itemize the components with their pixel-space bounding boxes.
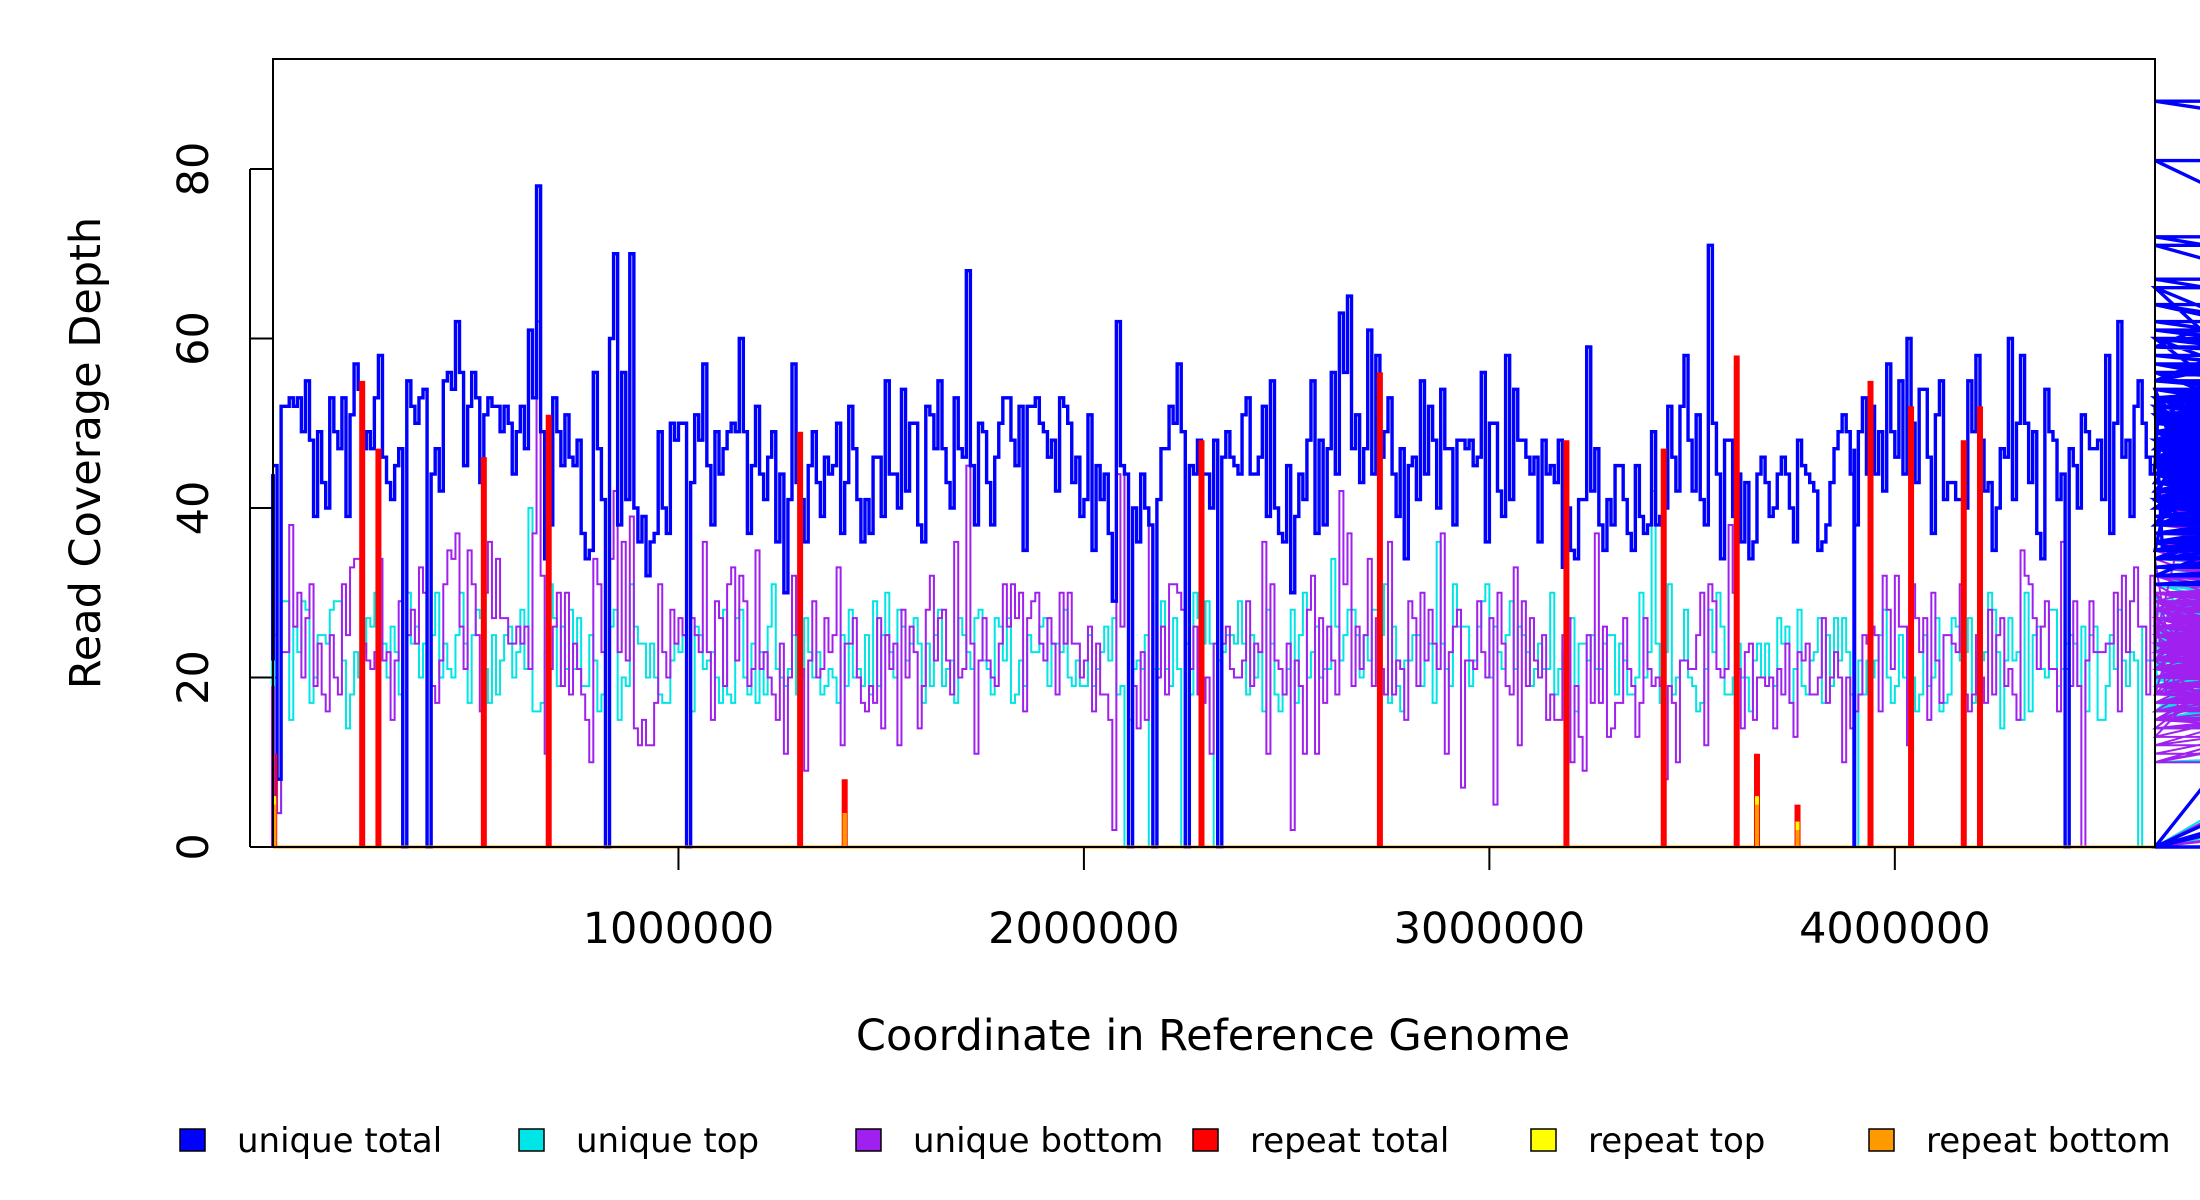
legend-swatch bbox=[1868, 1128, 1895, 1152]
y-tick-label: 80 bbox=[169, 142, 219, 197]
y-tick-label: 60 bbox=[169, 311, 219, 366]
legend-label: repeat top bbox=[1588, 1121, 1765, 1161]
legend-label: unique total bbox=[237, 1121, 442, 1161]
legend-label: unique top bbox=[576, 1121, 759, 1161]
x-tick-label: 3000000 bbox=[1394, 904, 1586, 954]
x-axis: 1000000 2000000 3000000 4000000 bbox=[583, 846, 1991, 954]
y-tick-label: 0 bbox=[169, 833, 219, 860]
y-axis-label: Read Coverage Depth bbox=[61, 217, 111, 689]
series-line-unique-bottom bbox=[273, 320, 2200, 848]
legend-swatch bbox=[1530, 1128, 1557, 1152]
series-line-unique-total bbox=[273, 99, 2200, 849]
legend-swatch bbox=[855, 1128, 882, 1152]
y-tick-label: 40 bbox=[169, 481, 219, 536]
y-tick-label: 20 bbox=[169, 650, 219, 705]
legend-swatch bbox=[518, 1128, 545, 1152]
legend-label: repeat total bbox=[1250, 1121, 1449, 1161]
legend-label: unique bottom bbox=[913, 1121, 1163, 1161]
x-tick-label: 4000000 bbox=[1799, 904, 1991, 954]
legend-swatch bbox=[1192, 1128, 1219, 1152]
x-axis-label: Coordinate in Reference Genome bbox=[856, 1011, 1570, 1061]
y-axis: 0 20 40 60 80 bbox=[169, 142, 273, 861]
legend: unique total unique top unique bottom repea… bbox=[179, 1121, 2171, 1161]
x-tick-label: 2000000 bbox=[988, 904, 1180, 954]
legend-swatch bbox=[179, 1128, 206, 1152]
x-tick-label: 1000000 bbox=[583, 904, 775, 954]
legend-label: repeat bottom bbox=[1926, 1121, 2171, 1161]
